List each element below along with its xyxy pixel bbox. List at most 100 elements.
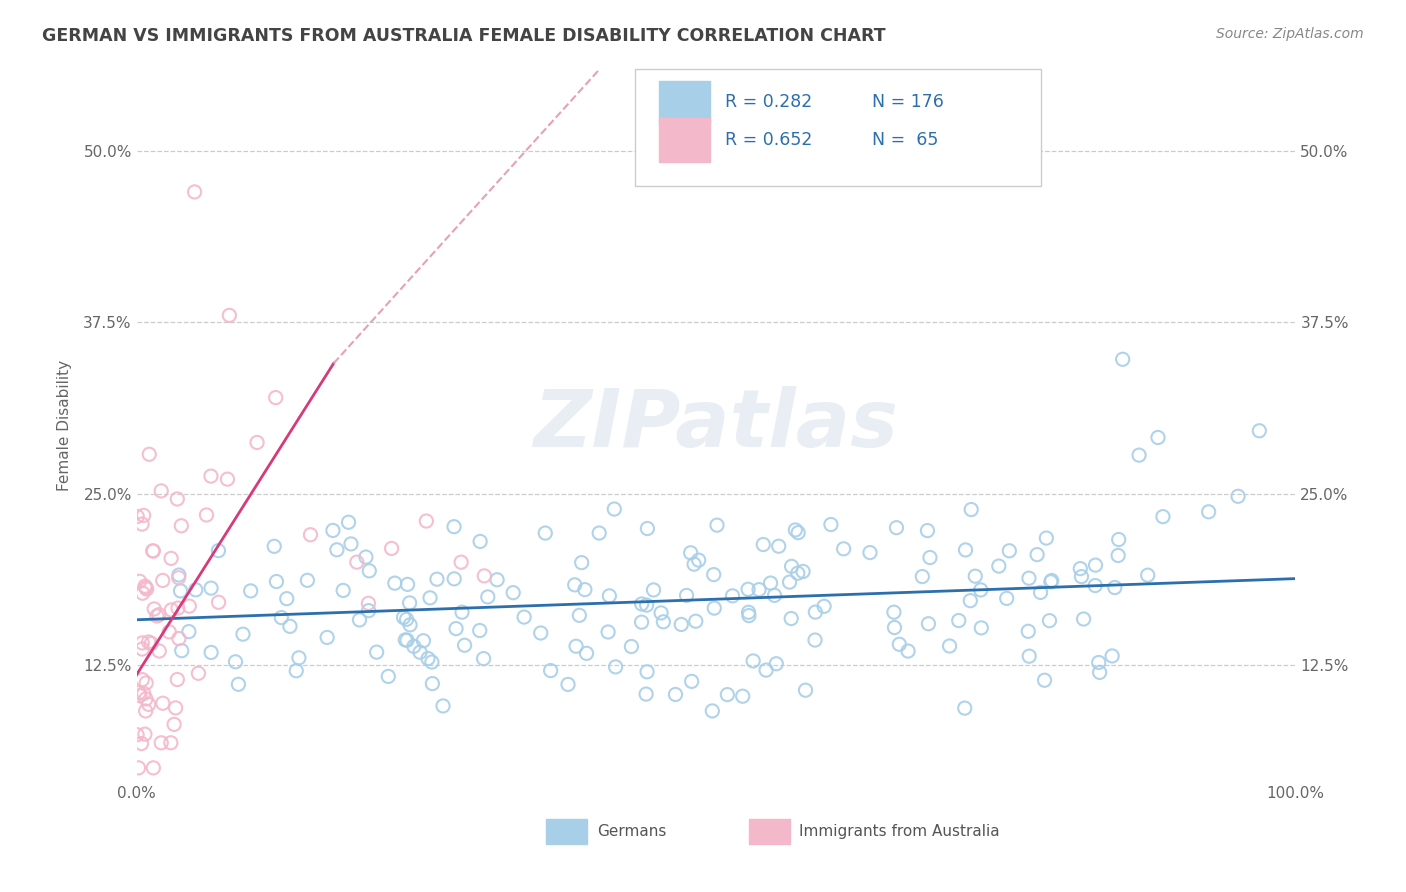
Point xyxy=(995,591,1018,606)
Point xyxy=(1039,574,1062,589)
Text: Immigrants from Australia: Immigrants from Australia xyxy=(800,824,1000,839)
Point xyxy=(135,582,157,596)
Point xyxy=(131,636,153,650)
Point xyxy=(1073,612,1095,626)
Point xyxy=(131,586,153,600)
Point xyxy=(748,582,770,597)
Point xyxy=(396,633,419,648)
Point xyxy=(636,687,658,701)
FancyBboxPatch shape xyxy=(659,119,710,162)
Point xyxy=(859,545,882,559)
Point xyxy=(263,539,285,553)
Point xyxy=(132,508,155,523)
Point xyxy=(432,698,454,713)
Point xyxy=(167,632,190,646)
FancyBboxPatch shape xyxy=(659,80,710,124)
Point xyxy=(148,607,170,622)
Point xyxy=(1040,574,1063,588)
Point xyxy=(883,605,905,619)
Point xyxy=(278,619,301,633)
Point xyxy=(394,632,416,647)
Point xyxy=(337,515,360,529)
Point xyxy=(340,537,363,551)
Point xyxy=(299,527,322,541)
Point xyxy=(636,598,658,612)
Point xyxy=(780,559,803,574)
Point xyxy=(138,447,160,461)
Point xyxy=(955,543,977,558)
Point xyxy=(138,635,160,649)
Point xyxy=(326,542,349,557)
Point xyxy=(146,609,169,624)
Point xyxy=(938,639,960,653)
Point xyxy=(377,669,399,683)
Point xyxy=(960,502,983,516)
Point xyxy=(398,596,420,610)
Point xyxy=(166,491,188,506)
Point xyxy=(731,690,754,704)
Point xyxy=(953,701,976,715)
Point xyxy=(681,674,703,689)
Point xyxy=(472,569,495,583)
Point xyxy=(768,539,790,553)
Point xyxy=(513,610,536,624)
Point xyxy=(135,692,157,706)
Point xyxy=(1152,509,1174,524)
Point xyxy=(886,521,908,535)
Point xyxy=(297,574,319,588)
Point xyxy=(897,644,920,658)
Point xyxy=(167,571,190,585)
Point xyxy=(664,688,686,702)
Point xyxy=(1026,548,1049,562)
Point xyxy=(564,578,586,592)
Point xyxy=(239,583,262,598)
Point xyxy=(134,579,156,593)
Point xyxy=(134,727,156,741)
Point xyxy=(127,728,149,742)
Point xyxy=(568,608,591,623)
Point xyxy=(200,469,222,483)
Point xyxy=(752,537,775,551)
Point xyxy=(643,582,665,597)
Point xyxy=(671,617,693,632)
Point xyxy=(575,646,598,660)
Point xyxy=(779,575,801,590)
Point xyxy=(366,645,388,659)
Point xyxy=(571,556,593,570)
Point xyxy=(127,509,149,524)
Point xyxy=(883,621,905,635)
Point xyxy=(218,309,240,323)
Point xyxy=(787,525,810,540)
Point xyxy=(157,624,180,639)
Point xyxy=(1087,656,1109,670)
Point xyxy=(820,517,842,532)
Point xyxy=(737,605,759,619)
Point xyxy=(794,683,817,698)
Point xyxy=(426,572,449,586)
Point xyxy=(1084,558,1107,573)
Point xyxy=(948,614,970,628)
Point xyxy=(131,642,153,657)
Point xyxy=(630,597,652,611)
Point xyxy=(780,611,803,625)
Point xyxy=(1084,578,1107,592)
Point xyxy=(357,596,380,610)
Point xyxy=(166,673,188,687)
Point xyxy=(486,573,509,587)
Point xyxy=(150,483,173,498)
Point xyxy=(970,582,993,597)
Point xyxy=(165,701,187,715)
Point xyxy=(1017,624,1039,639)
Point xyxy=(183,185,205,199)
Text: GERMAN VS IMMIGRANTS FROM AUSTRALIA FEMALE DISABILITY CORRELATION CHART: GERMAN VS IMMIGRANTS FROM AUSTRALIA FEMA… xyxy=(42,27,886,45)
Point xyxy=(207,543,229,558)
Text: R = 0.652: R = 0.652 xyxy=(725,131,813,149)
Point xyxy=(1035,531,1057,545)
Point xyxy=(785,523,807,537)
Point xyxy=(588,526,610,541)
Point xyxy=(1136,568,1159,582)
Point xyxy=(270,610,292,624)
Point xyxy=(598,625,620,640)
Point xyxy=(167,601,190,615)
Point xyxy=(163,717,186,731)
